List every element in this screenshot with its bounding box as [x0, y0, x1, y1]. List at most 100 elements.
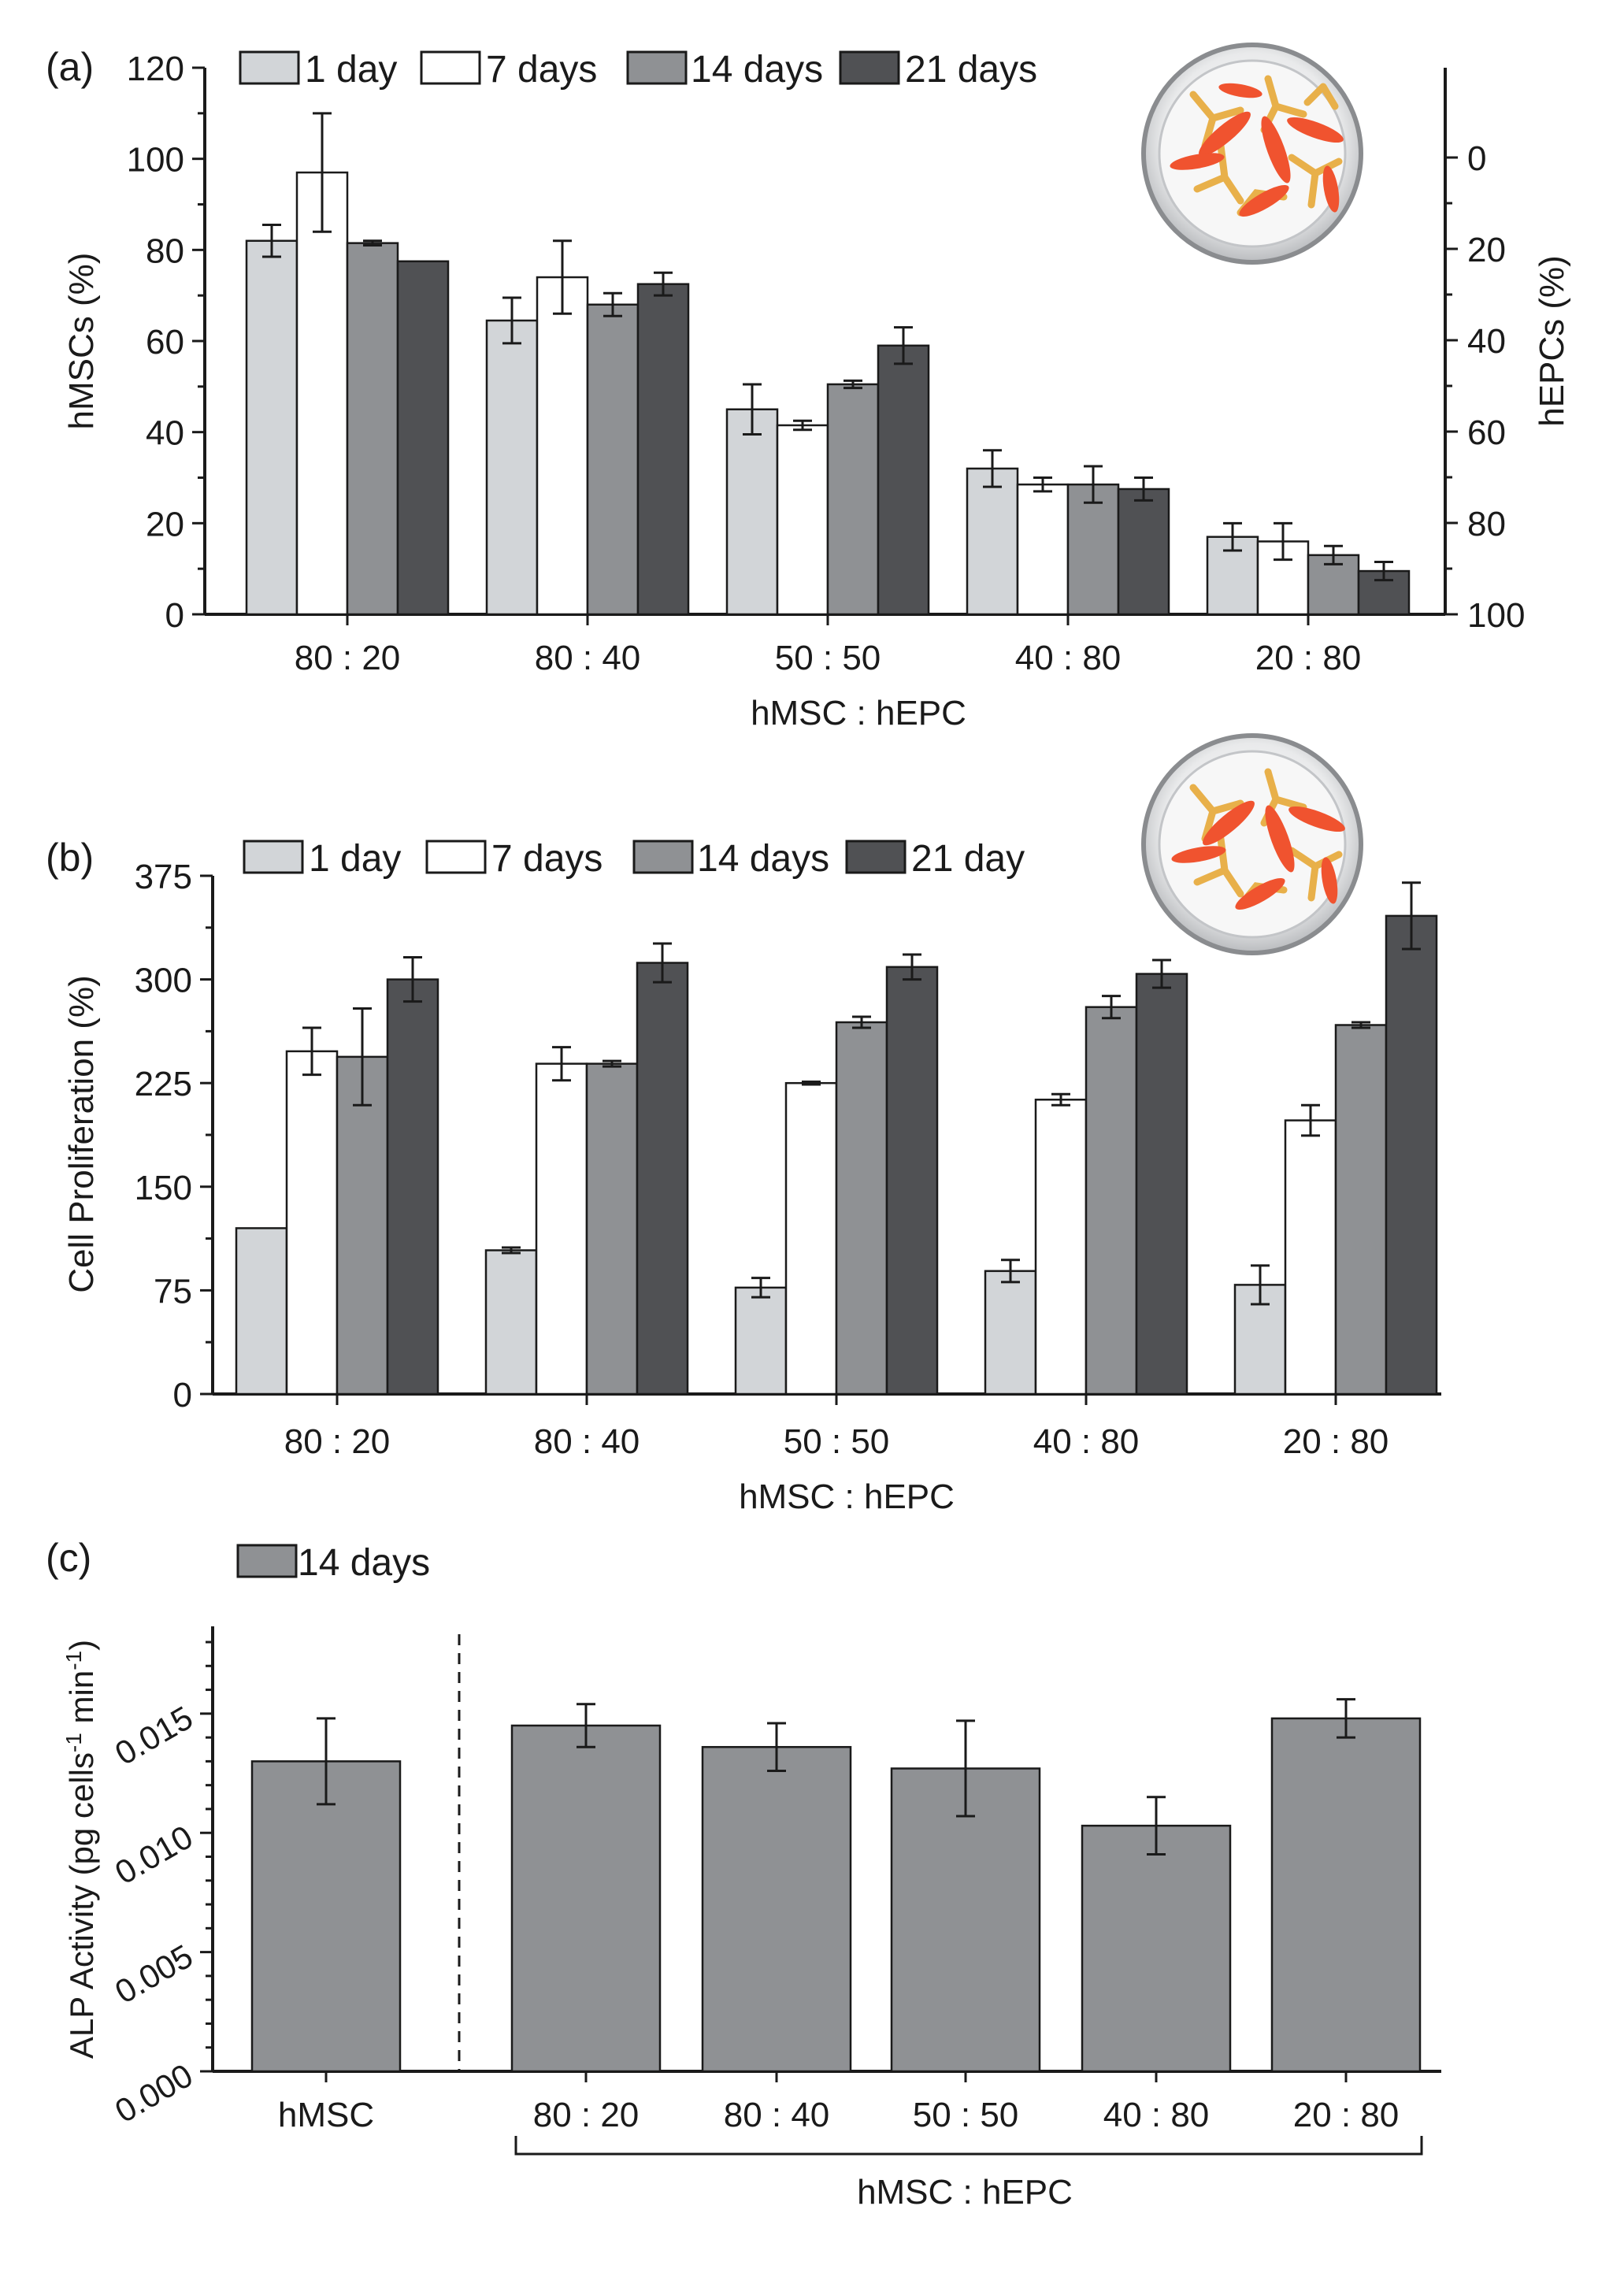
y-tick-label: 0: [173, 1376, 192, 1414]
bar-14-days-50-50: [890, 1767, 1041, 2073]
panel-b-x-label: hMSC : hEPC: [739, 1477, 955, 1516]
y-tick-label: 60: [146, 323, 184, 361]
x-category-label: 80 : 40: [534, 1422, 640, 1461]
panel-a-category-labels: 80 : 20 80 : 40 50 : 50 40 : 80 20 : 80: [295, 614, 1362, 677]
y-tick-label: 100: [1467, 596, 1525, 635]
panel-c-bars: [250, 1698, 1422, 2073]
y-tick-label: 0.005: [109, 1937, 199, 2011]
y-tick-label: 375: [135, 858, 192, 896]
bar-14-days-80-40: [586, 303, 640, 616]
y-tick-label: 0: [1467, 139, 1486, 178]
legend-label-7-days: 7 days: [486, 49, 597, 91]
bar-14-days-hmsc: [250, 1760, 402, 2073]
y-tick-label: 40: [146, 414, 184, 453]
panel-a-y-ticks: 0 20 40 60 80 100 120: [127, 50, 205, 635]
x-category-label: 80 : 20: [284, 1422, 391, 1461]
x-category-label: 40 : 80: [1015, 639, 1122, 677]
y-tick-label: 0.010: [109, 1818, 199, 1891]
panel-c-x-label: hMSC : hEPC: [857, 2173, 1073, 2212]
panel-c: (c) 0.000 0.005 0.010 0.015 hMSC 80 : 20 80 :…: [46, 1536, 1441, 2212]
bar-1-day-80-40: [484, 1249, 538, 1396]
panel-c-label: (c): [46, 1536, 91, 1580]
alp-label-exp1: -1: [61, 1733, 86, 1752]
legend-swatch-14-days: [626, 50, 688, 85]
bar-14-days-50-50: [835, 1021, 888, 1396]
bar-21-days-50-50: [877, 344, 930, 616]
legend-label-14-days: 14 days: [691, 49, 823, 91]
x-category-label: 80 : 40: [535, 639, 641, 677]
bar-7-days-40-80: [1016, 483, 1070, 616]
bar-7-days-40-80: [1034, 1099, 1088, 1396]
panel-b-legend: 1 day 7 days 14 days 21 day: [243, 838, 1025, 880]
bar-1-day-80-20: [235, 1227, 288, 1396]
y-tick-label: 40: [1467, 322, 1506, 361]
bar-7-days-50-50: [776, 424, 829, 616]
x-category-label: 40 : 80: [1103, 2096, 1210, 2134]
legend-swatch-7-days: [425, 840, 487, 874]
x-category-label: 50 : 50: [775, 639, 881, 677]
legend-label-7-days: 7 days: [491, 838, 603, 880]
bar-21-days-80-40: [636, 283, 690, 616]
bar-14-days-80-20: [346, 242, 399, 616]
legend-label-21-day: 21 day: [911, 838, 1025, 880]
legend-swatch-21-day: [845, 840, 907, 874]
panel-b: (b) 0 75 150 225 300 375 80 : 20 80 : 40 50 : 5…: [46, 733, 1441, 1516]
bar-21-days-20-80: [1385, 914, 1438, 1396]
bar-14-days-80-40: [701, 1745, 852, 2073]
bar-14-days-20-80: [1334, 1024, 1388, 1396]
y-tick-label: 80: [146, 232, 184, 270]
x-category-label: 80 : 20: [533, 2096, 640, 2134]
bar-14-days-50-50: [826, 383, 880, 616]
x-category-label: 40 : 80: [1033, 1422, 1140, 1461]
panel-a-legend: 1 day 7 days 14 days 21 days: [239, 49, 1037, 91]
legend-swatch-1-day: [243, 840, 304, 874]
alp-label-prefix: ALP Activity (pg cells: [63, 1752, 100, 2059]
alp-label-exp2: -1: [61, 1651, 86, 1670]
panel-a-bars: [245, 112, 1411, 616]
legend-swatch-7-days: [420, 50, 481, 85]
y-tick-label: 0: [165, 596, 184, 635]
legend-swatch-14-days: [632, 840, 694, 874]
legend-swatch-21-days: [839, 50, 900, 85]
y-tick-label: 75: [154, 1272, 192, 1311]
y-tick-label: 0.015: [109, 1699, 199, 1772]
panel-b-y-label: Cell Proliferation (%): [62, 975, 101, 1292]
panel-b-label: (b): [46, 836, 94, 880]
x-category-label: 50 : 50: [784, 1422, 890, 1461]
panel-c-y-ticks: 0.000 0.005 0.010 0.015: [109, 1641, 213, 2130]
x-category-label: 20 : 80: [1283, 1422, 1389, 1461]
panel-a: (a) 0 20 40 60 80 100 120 100 80 60 40 20 0 80 : 20…: [46, 43, 1571, 732]
bar-21-days-40-80: [1135, 973, 1188, 1396]
panel-c-y-label: ALP Activity (pg cells-1 min-1): [61, 1640, 101, 2059]
bar-1-day-50-50: [734, 1286, 788, 1396]
bar-1-day-80-20: [245, 239, 298, 616]
y-tick-label: 100: [127, 141, 184, 180]
bar-1-day-50-50: [725, 408, 779, 616]
legend-label-14-days: 14 days: [697, 838, 829, 880]
y-tick-label: 0.000: [109, 2056, 199, 2130]
bar-7-days-80-20: [285, 1050, 339, 1396]
legend-label-1-day: 1 day: [305, 49, 397, 91]
x-category-label: 20 : 80: [1293, 2096, 1400, 2134]
x-category-label: 20 : 80: [1255, 639, 1362, 677]
x-category-label: 80 : 20: [295, 639, 401, 677]
bar-14-days-80-20: [336, 1055, 389, 1396]
y-tick-label: 20: [146, 505, 184, 543]
panel-a-y2-ticks: 100 80 60 40 20 0: [1445, 139, 1525, 635]
petri-dish-illustration-a: [1141, 43, 1363, 265]
bar-1-day-80-40: [485, 319, 539, 616]
panel-c-category-labels: hMSC 80 : 20 80 : 40 50 : 50 40 : 80 20 : 80: [278, 2071, 1399, 2134]
bar-21-days-80-20: [396, 260, 450, 616]
y-tick-label: 150: [135, 1169, 192, 1207]
legend-swatch-14-days: [236, 1544, 298, 1578]
x-category-label: 50 : 50: [913, 2096, 1019, 2134]
bar-7-days-80-40: [536, 276, 589, 616]
panel-c-legend: 14 days: [236, 1542, 430, 1584]
hmsc-hepc-group-bracket: [514, 2136, 1423, 2156]
legend-label-21-days: 21 days: [905, 49, 1037, 91]
bar-14-days-80-40: [585, 1062, 639, 1396]
bar-14-days-40-80: [1066, 483, 1120, 616]
bar-1-day-40-80: [966, 467, 1019, 616]
y-tick-label: 80: [1467, 505, 1506, 543]
y-tick-label: 120: [127, 50, 184, 88]
